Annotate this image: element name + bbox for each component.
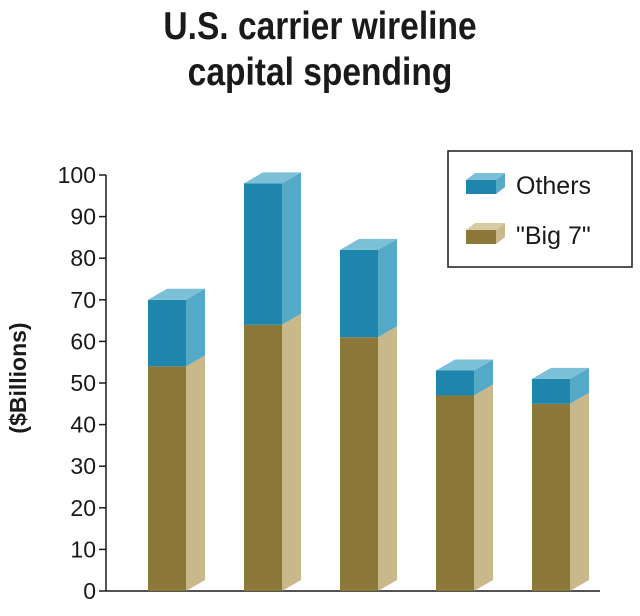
y-tick-label: 30 [70, 453, 96, 479]
legend-swatch-top [466, 173, 505, 180]
y-axis: 0 10 20 30 40 50 60 70 80 90 100 [58, 162, 600, 604]
y-tick-label: 40 [70, 412, 96, 438]
bar-segment-side [570, 367, 589, 404]
bar-segment-side [474, 384, 493, 591]
legend-swatch [466, 230, 496, 244]
bar-segment [340, 249, 378, 338]
y-tick-label: 80 [70, 245, 96, 271]
legend-label: Others [516, 172, 591, 200]
y-tick-label: 10 [70, 536, 96, 562]
y-axis-label: ($Billions) [5, 322, 31, 433]
legend-swatch-side [496, 173, 505, 194]
bar-segment [532, 403, 570, 591]
legend: Others "Big 7" [447, 150, 633, 268]
bar-segment [436, 395, 474, 591]
bar-segment-side [570, 392, 589, 591]
bar-top [340, 238, 397, 250]
y-tick-label: 0 [83, 578, 96, 604]
legend-swatch [466, 180, 496, 194]
bars [148, 172, 589, 591]
bar-segment [532, 378, 570, 404]
bar-top [436, 359, 493, 371]
chart-title-line-2: capital spending [187, 51, 453, 94]
legend-swatch-top [466, 223, 505, 230]
bar-segment [340, 337, 378, 591]
legend-box [447, 150, 633, 268]
y-tick-label: 50 [70, 370, 96, 396]
bar-segment-side [282, 172, 301, 325]
y-tick-label: 90 [70, 204, 96, 230]
bar-segment [244, 183, 282, 325]
legend-swatch-side [496, 223, 505, 244]
bar-segment [244, 324, 282, 591]
legend-label: "Big 7" [516, 222, 591, 250]
bar-segment-side [378, 326, 397, 591]
bar-segment-side [474, 359, 493, 396]
bar-segment-side [186, 288, 205, 367]
bar-segment-side [186, 355, 205, 591]
chart-title-line-1: U.S. carrier wireline [163, 5, 477, 48]
y-tick-label: 60 [70, 328, 96, 354]
bar-top [244, 172, 301, 184]
bar-segment-side [378, 238, 397, 338]
y-tick-label: 70 [70, 287, 96, 313]
bar-segment [436, 370, 474, 396]
bar-top [148, 288, 205, 300]
y-tick-label: 20 [70, 495, 96, 521]
bar-segment-side [282, 313, 301, 591]
chart-title: U.S. carrier wireline capital spending [45, 4, 595, 96]
y-tick-label: 100 [58, 162, 96, 188]
bar-segment [148, 366, 186, 591]
bar-segment [148, 299, 186, 367]
bar-top [532, 367, 589, 379]
